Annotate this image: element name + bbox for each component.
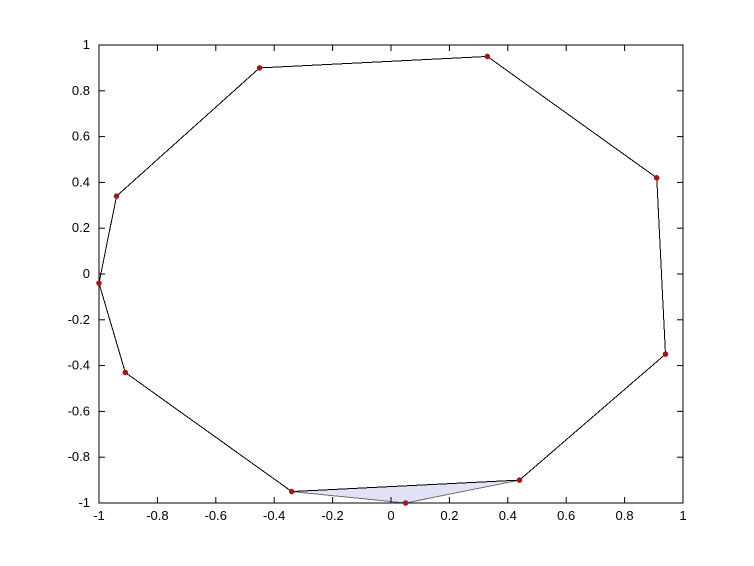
- svg-text:-0.8: -0.8: [68, 449, 90, 464]
- svg-text:0.4: 0.4: [72, 174, 90, 189]
- svg-text:0.8: 0.8: [72, 83, 90, 98]
- svg-text:-0.8: -0.8: [146, 508, 168, 523]
- svg-text:-0.2: -0.2: [321, 508, 343, 523]
- svg-text:-1: -1: [78, 495, 90, 510]
- svg-text:0.6: 0.6: [72, 129, 90, 144]
- svg-text:0.2: 0.2: [72, 220, 90, 235]
- svg-text:0: 0: [83, 266, 90, 281]
- svg-text:-0.2: -0.2: [68, 312, 90, 327]
- svg-text:0: 0: [387, 508, 394, 523]
- svg-text:-0.6: -0.6: [205, 508, 227, 523]
- svg-text:-0.6: -0.6: [68, 403, 90, 418]
- svg-text:0.2: 0.2: [440, 508, 458, 523]
- svg-text:0.8: 0.8: [616, 508, 634, 523]
- svg-text:1: 1: [679, 508, 686, 523]
- svg-text:-0.4: -0.4: [68, 358, 90, 373]
- svg-text:-0.4: -0.4: [263, 508, 285, 523]
- svg-text:0.6: 0.6: [557, 508, 575, 523]
- svg-text:1: 1: [83, 37, 90, 52]
- svg-text:-1: -1: [93, 508, 105, 523]
- svg-text:0.4: 0.4: [499, 508, 517, 523]
